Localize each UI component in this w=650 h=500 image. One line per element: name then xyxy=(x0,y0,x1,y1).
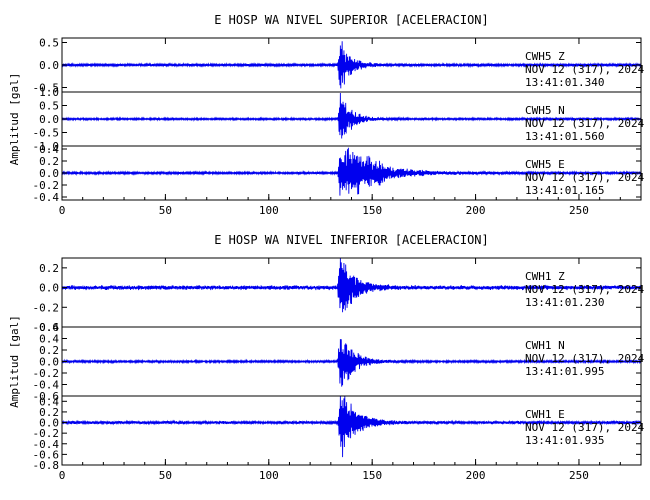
record-time: 13:41:01.995 xyxy=(525,365,604,378)
station-component-label: CWH5 E xyxy=(525,158,565,171)
x-tick-label: 200 xyxy=(466,469,486,482)
x-tick-label: 100 xyxy=(259,469,279,482)
series-line-CWH1-N xyxy=(62,339,641,387)
y-tick-label: -0.2 xyxy=(33,179,60,192)
y-tick-label: 0.0 xyxy=(39,113,59,126)
y-tick-label: -1.0 xyxy=(33,140,60,153)
y-tick-label: 0.4 xyxy=(39,143,59,156)
y-tick-label: -0.2 xyxy=(33,367,60,380)
y-tick-label: 0.4 xyxy=(39,333,59,346)
y-tick-label: -0.2 xyxy=(33,427,60,440)
series-line-CWH1-E xyxy=(62,396,641,458)
x-tick-label: 250 xyxy=(569,469,589,482)
station-component-label: CWH1 Z xyxy=(525,270,565,283)
x-tick-label: 200 xyxy=(466,204,486,217)
y-tick-label: 0.0 xyxy=(39,417,59,430)
record-date: NOV 12 (317), 2024 xyxy=(525,171,645,184)
record-date: NOV 12 (317), 2024 xyxy=(525,421,645,434)
y-tick-label: -0.4 xyxy=(33,438,60,451)
record-time: 13:41:01.935 xyxy=(525,434,604,447)
y-tick-label: -0.8 xyxy=(33,459,60,472)
series-line-CWH5-N xyxy=(62,92,641,139)
station-component-label: CWH5 N xyxy=(525,104,565,117)
y-tick-label: 0.2 xyxy=(39,262,59,275)
y-tick-label: 0.2 xyxy=(39,344,59,357)
y-tick-label: -0.5 xyxy=(33,127,60,140)
x-tick-label: 0 xyxy=(59,204,66,217)
y-tick-label: -0.2 xyxy=(33,301,60,314)
x-tick-label: 50 xyxy=(159,469,172,482)
series-line-CWH1-Z xyxy=(62,258,641,313)
record-date: NOV 12 (317), 2024 xyxy=(525,117,645,130)
y-tick-label: -0.6 xyxy=(33,390,60,403)
y-tick-label: 0.2 xyxy=(39,155,59,168)
y-tick-label: 0.5 xyxy=(39,37,59,50)
y-tick-label: 1.0 xyxy=(39,86,59,99)
x-tick-label: 150 xyxy=(362,469,382,482)
y-axis-label: Amplitud [gal] xyxy=(8,73,21,166)
y-axis-label: Amplitud [gal] xyxy=(8,315,21,408)
y-tick-label: 0.0 xyxy=(39,282,59,295)
station-component-label: CWH5 Z xyxy=(525,50,565,63)
record-date: NOV 12 (317), 2024 xyxy=(525,63,645,76)
station-component-label: CWH1 N xyxy=(525,339,565,352)
chart-title: E HOSP WA NIVEL SUPERIOR [ACELERACION] xyxy=(214,13,489,27)
y-tick-label: 0.6 xyxy=(39,321,59,334)
y-tick-label: -0.4 xyxy=(33,379,60,392)
record-time: 13:41:01.230 xyxy=(525,296,604,309)
record-date: NOV 12 (317), 2024 xyxy=(525,352,645,365)
series-line-CWH5-E xyxy=(62,147,641,196)
y-tick-label: -0.6 xyxy=(33,448,60,461)
y-tick-label: 0.4 xyxy=(39,395,59,408)
y-tick-label: 0.0 xyxy=(39,167,59,180)
record-time: 13:41:01.165 xyxy=(525,184,604,197)
series-line-CWH5-Z xyxy=(62,41,641,89)
record-date: NOV 12 (317), 2024 xyxy=(525,283,645,296)
y-tick-label: 0.2 xyxy=(39,406,59,419)
x-tick-label: 50 xyxy=(159,204,172,217)
y-tick-label: 0.0 xyxy=(39,59,59,72)
record-time: 13:41:01.340 xyxy=(525,76,604,89)
y-tick-label: -0.4 xyxy=(33,191,60,204)
y-tick-label: -0.4 xyxy=(33,321,60,334)
x-tick-label: 0 xyxy=(59,469,66,482)
record-time: 13:41:01.560 xyxy=(525,130,604,143)
x-tick-label: 100 xyxy=(259,204,279,217)
station-component-label: CWH1 E xyxy=(525,408,565,421)
y-tick-label: -0.5 xyxy=(33,82,60,95)
y-tick-label: 0.0 xyxy=(39,356,59,369)
y-tick-label: 0.5 xyxy=(39,100,59,113)
x-tick-label: 250 xyxy=(569,204,589,217)
chart-title: E HOSP WA NIVEL INFERIOR [ACELERACION] xyxy=(214,233,489,247)
x-tick-label: 150 xyxy=(362,204,382,217)
